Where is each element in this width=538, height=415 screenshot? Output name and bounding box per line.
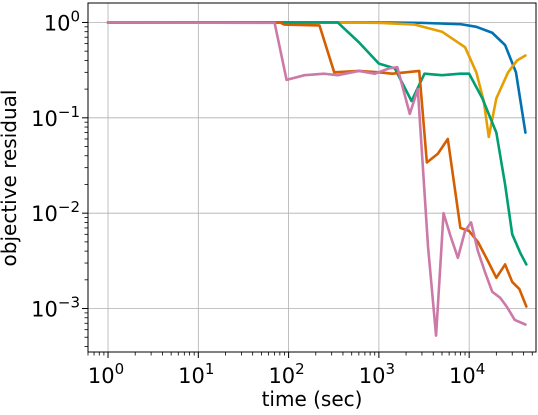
x-tick-label: 101 xyxy=(178,360,214,388)
series-lines xyxy=(106,21,528,337)
y-tick-label: 10−3 xyxy=(31,294,80,322)
series-line-5 xyxy=(106,21,527,337)
series-line-4 xyxy=(106,21,528,308)
series-line-3 xyxy=(106,21,528,266)
series-line-1 xyxy=(106,21,527,134)
y-axis-label: objective residual xyxy=(0,90,21,267)
y-tick-label: 100 xyxy=(44,7,80,35)
y-tick-label: 10−2 xyxy=(31,198,80,226)
series-line-2 xyxy=(106,21,527,139)
y-axis-ticks: 100 10−1 10−2 10−3 xyxy=(31,7,88,347)
x-tick-label: 104 xyxy=(449,360,485,388)
x-tick-label: 102 xyxy=(268,360,304,388)
y-tick-label: 10−1 xyxy=(31,103,80,131)
x-tick-label: 100 xyxy=(88,360,124,388)
x-tick-label: 103 xyxy=(359,360,395,388)
x-axis-ticks: 100 101 102 103 104 xyxy=(87,352,533,388)
plot-frame xyxy=(87,2,537,353)
x-axis-label: time (sec) xyxy=(262,387,363,410)
